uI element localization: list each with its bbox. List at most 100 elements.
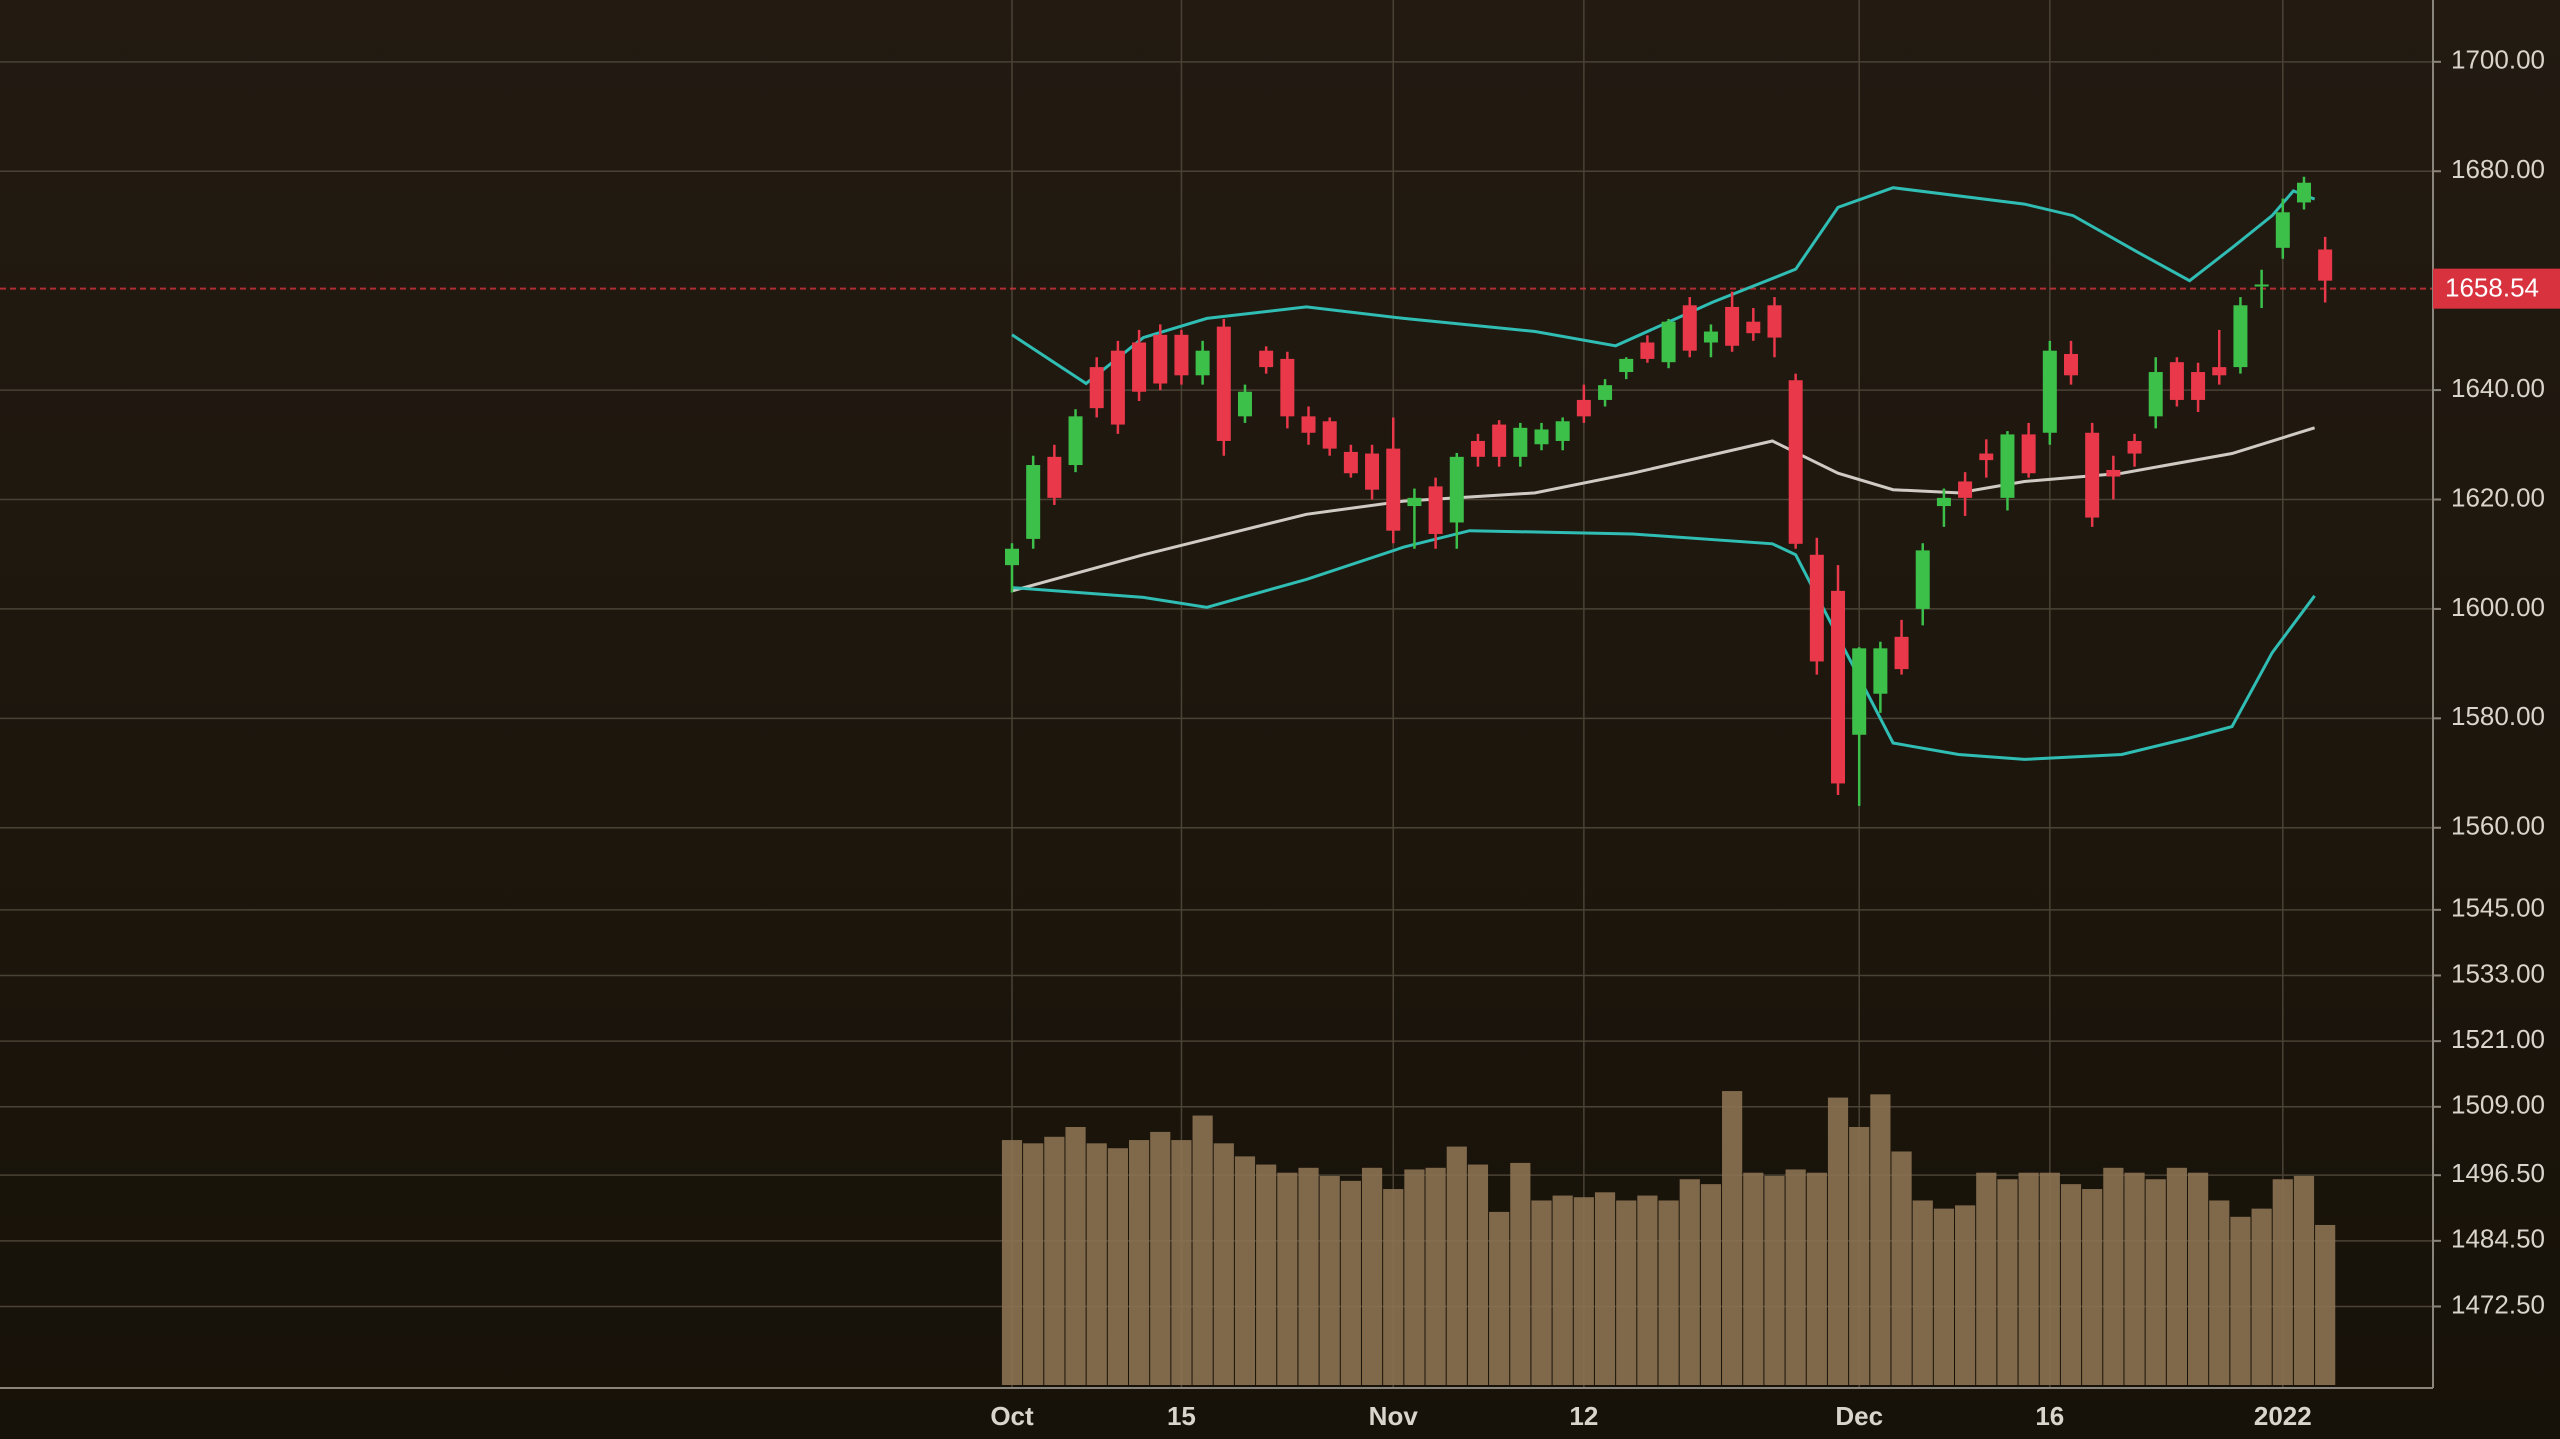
volume-bar bbox=[2039, 1172, 2060, 1385]
x-tick-label: Nov bbox=[1369, 1401, 1419, 1431]
y-tick-label: 1640.00 bbox=[2451, 373, 2545, 403]
candle-body bbox=[1513, 427, 1528, 457]
candle-body bbox=[1110, 350, 1125, 425]
volume-bar bbox=[1510, 1162, 1531, 1385]
volume-bar bbox=[2293, 1175, 2315, 1385]
volume-bar bbox=[1806, 1172, 1827, 1385]
y-tick-label: 1545.00 bbox=[2451, 893, 2545, 923]
volume-bar bbox=[1679, 1179, 1700, 1385]
volume-bar bbox=[1489, 1211, 1510, 1385]
candle-body bbox=[1936, 497, 1951, 507]
volume-bar bbox=[2187, 1172, 2209, 1385]
candle-body bbox=[2275, 212, 2290, 248]
volume-bar bbox=[1044, 1136, 1065, 1385]
candle-body bbox=[1640, 342, 1655, 359]
last-price-label: 1658.54 bbox=[2445, 273, 2539, 303]
volume-bar bbox=[2230, 1216, 2251, 1385]
volume-bar bbox=[1849, 1126, 1870, 1385]
candle-body bbox=[2085, 432, 2100, 518]
candle-body bbox=[2064, 353, 2078, 376]
band-line bbox=[1011, 186, 2316, 386]
y-tick-label: 1580.00 bbox=[2451, 701, 2545, 731]
volume-bar bbox=[1722, 1091, 1743, 1385]
y-tick-label: 1496.50 bbox=[2451, 1158, 2545, 1188]
y-tick-label: 1680.00 bbox=[2451, 154, 2545, 184]
volume-bar bbox=[1912, 1200, 1933, 1385]
volume-bar bbox=[1298, 1167, 1319, 1385]
candle-body bbox=[1259, 350, 1274, 368]
candle-body bbox=[1725, 306, 1740, 346]
candle-body bbox=[1682, 305, 1697, 351]
x-tick-label: Dec bbox=[1835, 1401, 1883, 1431]
volume-bar bbox=[2082, 1189, 2103, 1385]
candle-body bbox=[1386, 448, 1401, 531]
volume-bar bbox=[2103, 1167, 2124, 1385]
candle-body bbox=[1322, 421, 1337, 449]
volume-bar bbox=[1955, 1205, 1976, 1385]
candle-body bbox=[2191, 372, 2206, 400]
candle-body bbox=[1216, 326, 1231, 441]
volume-bar bbox=[2145, 1179, 2166, 1385]
candle-body bbox=[2233, 305, 2248, 368]
candle-body bbox=[1788, 380, 1803, 544]
volume-bar bbox=[2166, 1167, 2187, 1385]
volume-bar bbox=[2018, 1172, 2039, 1385]
volume-bar bbox=[1128, 1140, 1150, 1385]
volume-bar bbox=[1891, 1151, 1912, 1385]
candle-body bbox=[1746, 321, 1761, 334]
volume-bar bbox=[1234, 1156, 1256, 1385]
candle-body bbox=[1979, 453, 1994, 461]
candle-body bbox=[2021, 434, 2036, 474]
candle-body bbox=[2212, 367, 2227, 376]
candle-body bbox=[2106, 469, 2121, 477]
candle-body bbox=[1873, 648, 1888, 694]
candle-body bbox=[1767, 305, 1782, 338]
y-tick-label: 1533.00 bbox=[2451, 958, 2545, 988]
candle-body bbox=[1301, 416, 1316, 433]
y-tick-label: 1521.00 bbox=[2451, 1024, 2545, 1054]
candle-body bbox=[1280, 358, 1295, 417]
volume-bar bbox=[1277, 1172, 1298, 1385]
candle-body bbox=[2169, 362, 2184, 400]
candle-body bbox=[1703, 331, 1718, 343]
volume-bar bbox=[2060, 1184, 2082, 1385]
candle-body bbox=[1132, 342, 1147, 392]
volume-bar bbox=[1425, 1167, 1446, 1385]
candle-body bbox=[1428, 486, 1443, 534]
volume-bar bbox=[1171, 1140, 1192, 1385]
grid bbox=[0, 0, 2433, 1388]
volume-bar bbox=[1827, 1097, 1849, 1385]
candle-body bbox=[1894, 636, 1909, 670]
volume-bar bbox=[1870, 1094, 1891, 1385]
candle-body bbox=[1915, 550, 1930, 609]
candle-body bbox=[1026, 465, 1041, 539]
y-tick-label: 1600.00 bbox=[2451, 592, 2545, 622]
candle-body bbox=[1195, 350, 1210, 376]
volume-bar bbox=[1637, 1195, 1658, 1385]
volume-bar bbox=[1150, 1131, 1171, 1385]
volume-bar bbox=[1213, 1143, 1234, 1385]
y-tick-label: 1484.50 bbox=[2451, 1224, 2545, 1254]
y-tick-label: 1620.00 bbox=[2451, 482, 2545, 512]
volume-bar bbox=[2251, 1208, 2272, 1385]
volume-bar bbox=[1531, 1200, 1552, 1385]
volume-bar bbox=[1976, 1172, 1997, 1385]
candle-body bbox=[1809, 554, 1824, 662]
candle-body bbox=[1661, 321, 1676, 363]
candle-body bbox=[1831, 590, 1846, 784]
band-line bbox=[1011, 426, 2316, 593]
volume-bar bbox=[1446, 1146, 1467, 1385]
candle-body bbox=[1005, 548, 1019, 566]
candle-body bbox=[2296, 182, 2311, 203]
y-tick-label: 1560.00 bbox=[2451, 811, 2545, 841]
y-tick-label: 1472.50 bbox=[2451, 1289, 2545, 1319]
candle-body bbox=[1153, 334, 1168, 384]
candle-body bbox=[1068, 416, 1083, 466]
volume-bar bbox=[2272, 1179, 2293, 1385]
candle-body bbox=[1047, 456, 1062, 498]
volume-bar bbox=[1764, 1175, 1785, 1385]
volume-bar bbox=[1256, 1164, 1277, 1385]
candle-body bbox=[1598, 385, 1613, 400]
